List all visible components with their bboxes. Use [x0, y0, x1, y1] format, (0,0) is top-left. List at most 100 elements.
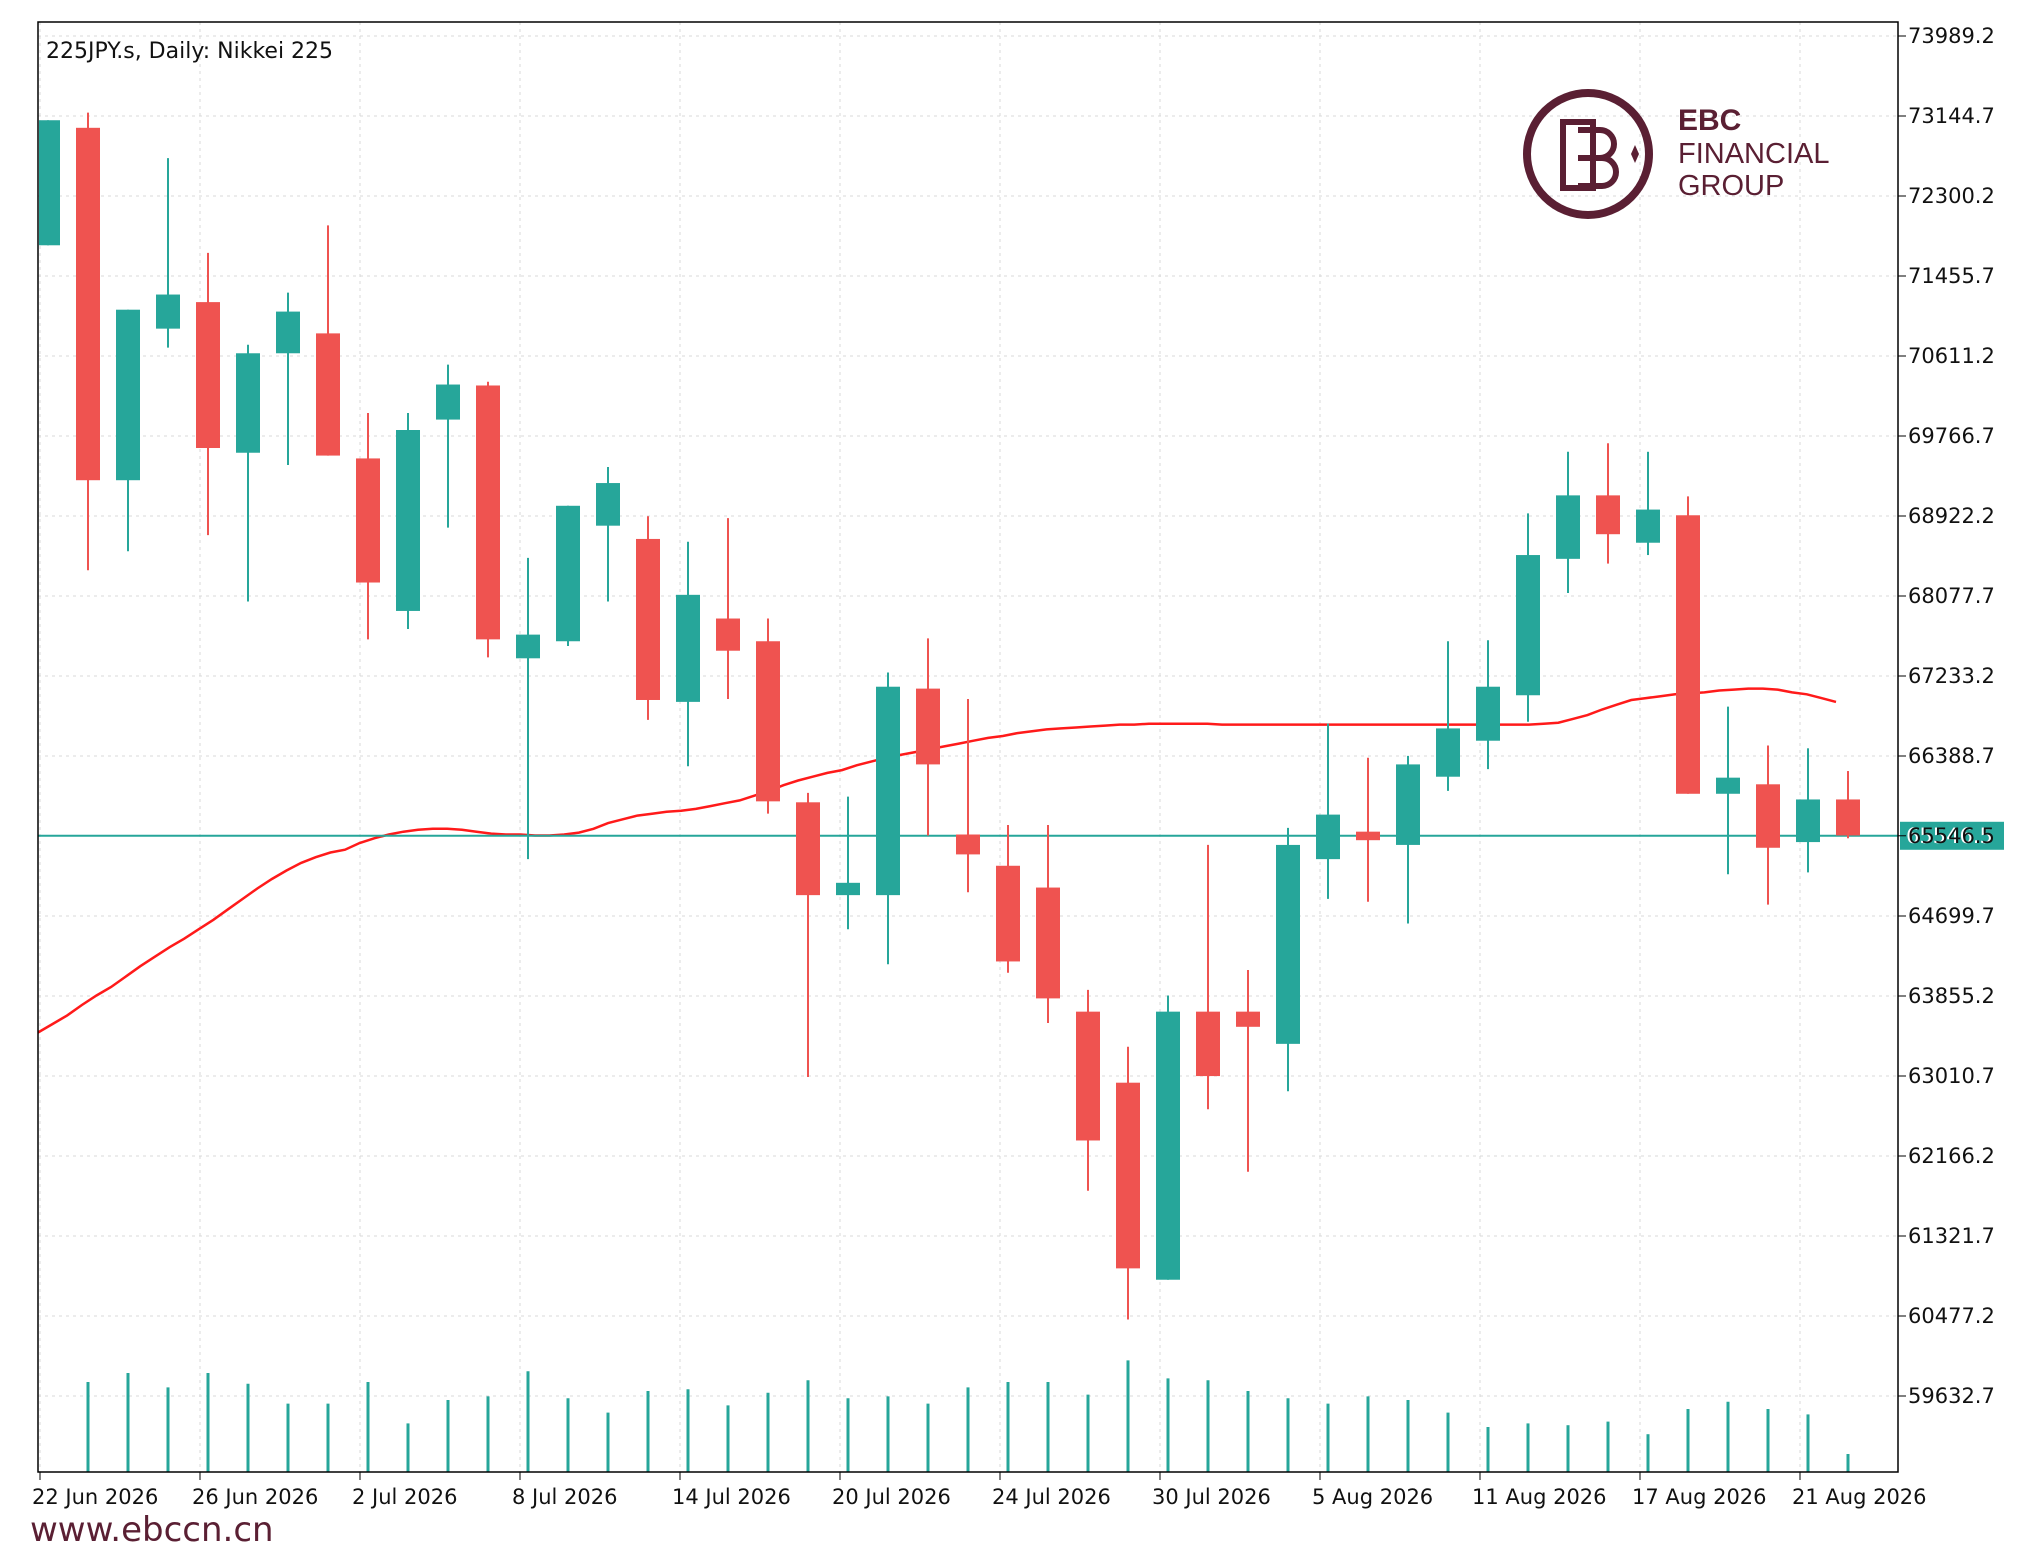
candle — [1556, 451, 1580, 593]
ebc-logo: EBC FINANCIAL GROUP — [1523, 86, 1843, 226]
y-tick-label: 59632.7 — [1908, 1384, 1995, 1408]
candle-body — [1276, 844, 1300, 1044]
candle — [796, 792, 820, 1078]
candle — [516, 557, 540, 860]
candle — [556, 505, 580, 646]
candle-body — [1436, 728, 1460, 777]
candle-body — [1836, 799, 1860, 836]
candle — [436, 364, 460, 528]
candle — [1356, 757, 1380, 902]
x-tick-label: 11 Aug 2026 — [1472, 1485, 1607, 1509]
candle-body — [1196, 1011, 1220, 1077]
y-tick-label: 68077.7 — [1908, 584, 1995, 608]
candle-body — [1076, 1011, 1100, 1141]
candle-body — [876, 686, 900, 896]
candle-body — [1396, 764, 1420, 845]
y-tick-label: 61321.7 — [1908, 1224, 1995, 1248]
candle — [196, 252, 220, 536]
x-tick-label: 2 Jul 2026 — [352, 1485, 458, 1509]
candle — [916, 638, 940, 836]
x-tick-label: 17 Aug 2026 — [1632, 1485, 1767, 1509]
axes: 73989.2 73144.7 72300.2 71455.7 70611.2 69766… — [32, 21, 1995, 1509]
candle-body — [1556, 495, 1580, 559]
x-tick-label: 5 Aug 2026 — [1312, 1485, 1433, 1509]
candle — [1116, 1046, 1140, 1320]
candle — [756, 618, 780, 814]
y-tick-label: 64699.7 — [1908, 904, 1995, 928]
x-tick-label: 8 Jul 2026 — [512, 1485, 618, 1509]
plot-frame — [37, 21, 1899, 1473]
candle-body — [76, 127, 100, 481]
y-tick-label: 65546.5 — [1908, 824, 1995, 848]
candle-body — [396, 430, 420, 611]
candle-body — [476, 385, 500, 640]
candle — [956, 699, 980, 893]
candle — [476, 381, 500, 658]
candle — [356, 412, 380, 640]
candle — [1476, 640, 1500, 770]
candle — [1716, 706, 1740, 875]
candle — [676, 541, 700, 767]
y-tick-label: 66388.7 — [1908, 744, 1995, 768]
x-tick-label: 30 Jul 2026 — [1152, 1485, 1271, 1509]
candle-body — [116, 309, 140, 481]
candle — [1196, 844, 1220, 1110]
website-url: www.ebccn.cn — [30, 1510, 274, 1550]
candle — [316, 225, 340, 456]
candle — [156, 158, 180, 348]
candle-body — [996, 865, 1020, 962]
candle-body — [956, 834, 980, 855]
candle — [1076, 989, 1100, 1191]
price-tag-label: 65546.5 — [1906, 824, 1993, 848]
y-tick-label: 73989.2 — [1908, 24, 1995, 48]
candle-body — [196, 302, 220, 449]
candle-body — [1796, 799, 1820, 843]
chart-title: 225JPY.s, Daily: Nikkei 225 — [46, 39, 333, 64]
candle-body — [39, 120, 60, 246]
candle-body — [556, 505, 580, 642]
candle-body — [596, 483, 620, 526]
candle-body — [436, 384, 460, 420]
candle — [1396, 755, 1420, 924]
candle-body — [516, 634, 540, 659]
candle-body — [356, 458, 380, 583]
grid-lines — [38, 22, 1898, 1472]
candle-body — [636, 538, 660, 700]
y-tick-label: 62166.2 — [1908, 1144, 1995, 1168]
current-price-line: 65546.5 — [38, 821, 2004, 850]
y-tick-label: 67233.2 — [1908, 664, 1995, 688]
y-tick-label: 63010.7 — [1908, 1064, 1995, 1088]
y-tick-label: 60477.2 — [1908, 1304, 1995, 1328]
x-tick-label: 20 Jul 2026 — [832, 1485, 951, 1509]
x-tick-label: 24 Jul 2026 — [992, 1485, 1111, 1509]
candle — [1436, 641, 1460, 791]
y-tick-label: 69766.7 — [1908, 424, 1995, 448]
candle — [396, 412, 420, 629]
candle-body — [1356, 831, 1380, 841]
candle-body — [916, 688, 940, 765]
candle-body — [236, 353, 260, 453]
candle — [39, 120, 60, 246]
candle — [1516, 513, 1540, 722]
y-tick-label: 73144.7 — [1908, 104, 1995, 128]
candle — [116, 309, 140, 552]
candle — [1836, 771, 1860, 839]
volume-bars — [86, 1360, 1850, 1472]
logo-text-financial: FINANCIAL — [1678, 138, 1830, 170]
candle-body — [1516, 555, 1540, 696]
x-tick-label: 14 Jul 2026 — [672, 1485, 791, 1509]
candle-body — [1316, 814, 1340, 860]
candle — [1756, 745, 1780, 905]
candle — [996, 825, 1020, 973]
candle — [1156, 995, 1180, 1280]
ebc-logo-mark-icon — [1523, 89, 1653, 219]
y-tick-label: 63855.2 — [1908, 984, 1995, 1008]
candle-body — [156, 294, 180, 329]
candle — [1236, 969, 1260, 1172]
candle-body — [756, 641, 780, 802]
candle-body — [1676, 515, 1700, 794]
candle-body — [1156, 1011, 1180, 1280]
candle — [636, 516, 660, 720]
candle-body — [276, 311, 300, 354]
